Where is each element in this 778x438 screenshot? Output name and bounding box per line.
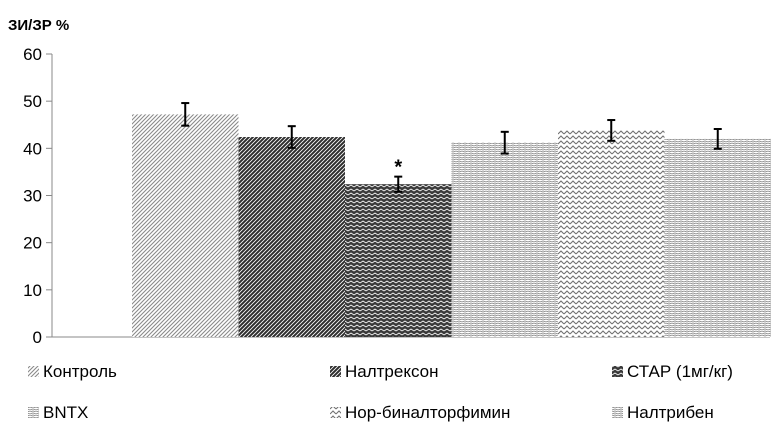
error-bars-group: * <box>181 102 722 193</box>
y-tick-label: 60 <box>23 45 42 64</box>
y-tick-label: 40 <box>23 139 42 158</box>
bar-6 <box>664 138 771 337</box>
y-tick-label: 50 <box>23 92 42 111</box>
legend-swatch-2 <box>330 366 341 377</box>
legend: Контроль Налтрексон СТАР (1мг/кг) BNTX Нор-б… <box>28 362 733 422</box>
legend-label-5: Нор-биналторфимин <box>345 403 510 422</box>
legend-swatch-5 <box>330 407 341 418</box>
legend-label-3: СТАР (1мг/кг) <box>627 362 733 381</box>
legend-label-2: Налтрексон <box>345 362 439 381</box>
bar-5 <box>558 130 665 337</box>
bar-4 <box>451 142 558 337</box>
legend-label-4: BNTX <box>43 403 88 422</box>
y-tick-label: 10 <box>23 281 42 300</box>
bars-group <box>132 114 771 337</box>
y-tick-label: 0 <box>33 328 42 347</box>
significance-marker: * <box>394 157 402 179</box>
legend-label-1: Контроль <box>43 362 117 381</box>
y-tick-label: 20 <box>23 234 42 253</box>
legend-swatch-3 <box>612 366 623 377</box>
legend-swatch-6 <box>612 407 623 418</box>
bar-1 <box>132 114 239 337</box>
legend-swatch-1 <box>28 366 39 377</box>
legend-label-6: Налтрибен <box>627 403 714 422</box>
bar-2 <box>238 137 345 337</box>
bar-3 <box>345 184 452 337</box>
y-axis-title: ЗИ/ЗР % <box>8 17 69 34</box>
legend-swatch-4 <box>28 407 39 418</box>
y-tick-label: 30 <box>23 187 42 206</box>
